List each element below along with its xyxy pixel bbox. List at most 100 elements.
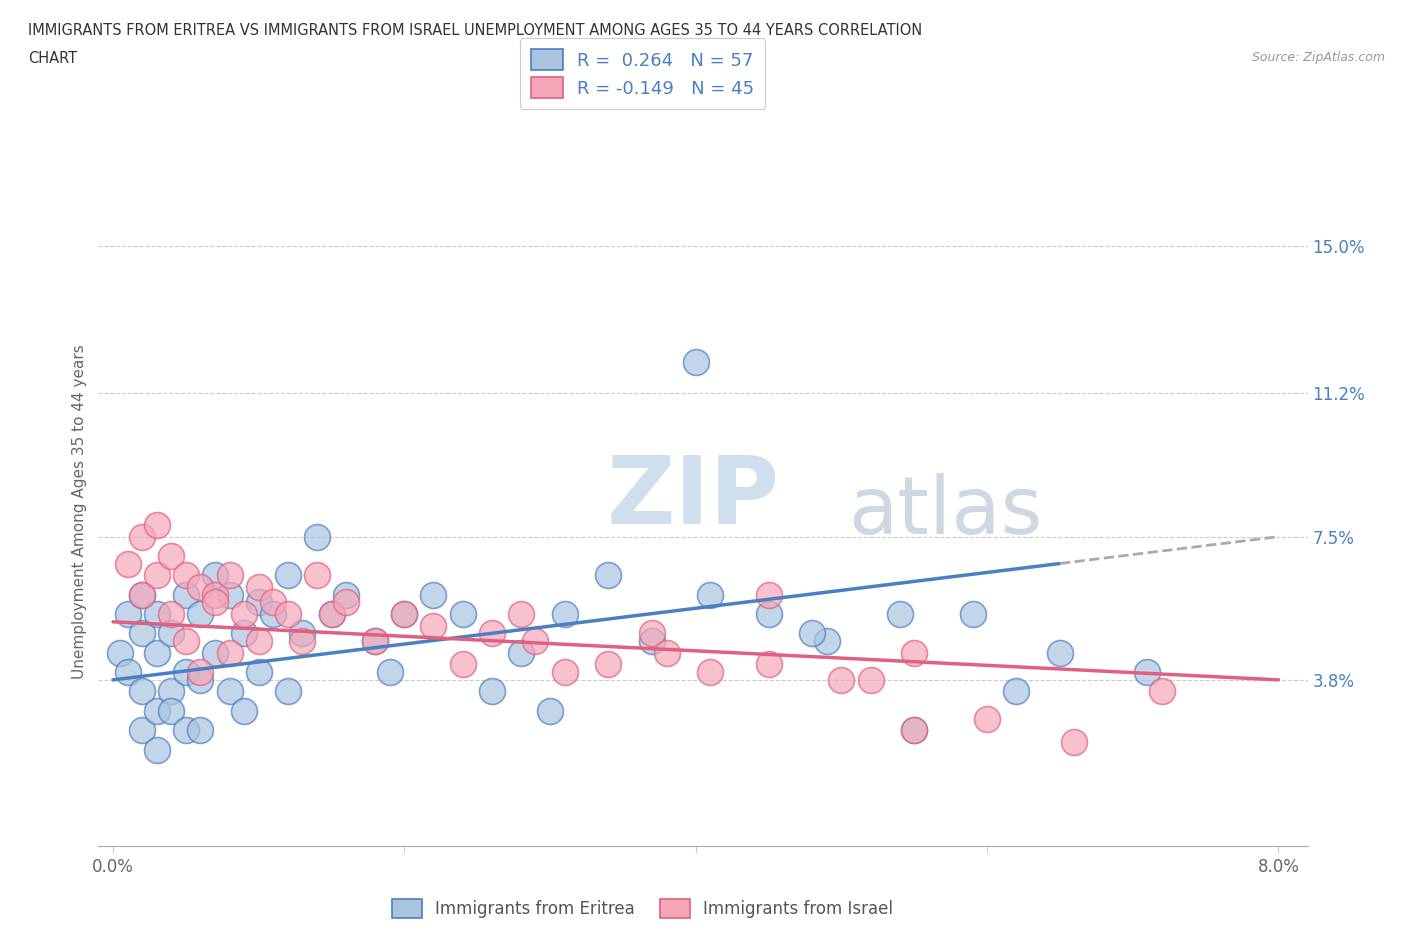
Point <box>160 549 183 564</box>
Point <box>204 587 226 602</box>
Point <box>758 587 780 602</box>
Point <box>321 606 343 621</box>
Point <box>554 665 576 680</box>
Point <box>262 606 284 621</box>
Point <box>335 595 357 610</box>
Legend: Immigrants from Eritrea, Immigrants from Israel: Immigrants from Eritrea, Immigrants from… <box>385 893 900 925</box>
Point <box>247 665 270 680</box>
Point <box>117 556 139 571</box>
Point <box>190 723 212 737</box>
Point <box>538 703 561 718</box>
Point <box>204 595 226 610</box>
Point <box>233 606 256 621</box>
Point <box>174 568 197 583</box>
Point <box>422 587 444 602</box>
Point <box>598 568 620 583</box>
Point <box>145 703 167 718</box>
Point <box>378 665 401 680</box>
Point <box>1063 735 1085 750</box>
Point <box>218 645 240 660</box>
Point <box>131 587 153 602</box>
Point <box>598 657 620 671</box>
Point <box>110 645 132 660</box>
Point <box>233 626 256 641</box>
Point <box>509 645 531 660</box>
Point <box>321 606 343 621</box>
Point <box>641 626 664 641</box>
Point <box>247 633 270 648</box>
Point <box>145 606 167 621</box>
Point <box>218 684 240 699</box>
Point <box>903 723 925 737</box>
Text: Source: ZipAtlas.com: Source: ZipAtlas.com <box>1251 51 1385 64</box>
Point <box>1005 684 1028 699</box>
Point <box>131 684 153 699</box>
Point <box>160 606 183 621</box>
Point <box>145 568 167 583</box>
Point <box>277 606 299 621</box>
Point <box>758 657 780 671</box>
Point <box>305 529 328 544</box>
Point <box>117 665 139 680</box>
Point <box>145 518 167 533</box>
Point <box>335 587 357 602</box>
Point <box>801 626 824 641</box>
Point <box>262 595 284 610</box>
Text: atlas: atlas <box>848 472 1042 551</box>
Point <box>117 606 139 621</box>
Point <box>160 626 183 641</box>
Point <box>364 633 387 648</box>
Point <box>641 633 664 648</box>
Point <box>394 606 416 621</box>
Point <box>758 606 780 621</box>
Point <box>204 568 226 583</box>
Point <box>277 568 299 583</box>
Point <box>218 587 240 602</box>
Point <box>962 606 984 621</box>
Point <box>174 633 197 648</box>
Y-axis label: Unemployment Among Ages 35 to 44 years: Unemployment Among Ages 35 to 44 years <box>72 344 87 679</box>
Point <box>451 606 474 621</box>
Point <box>859 672 882 687</box>
Point <box>190 579 212 594</box>
Text: ZIP: ZIP <box>606 452 779 544</box>
Point <box>903 645 925 660</box>
Point <box>233 703 256 718</box>
Text: IMMIGRANTS FROM ERITREA VS IMMIGRANTS FROM ISRAEL UNEMPLOYMENT AMONG AGES 35 TO : IMMIGRANTS FROM ERITREA VS IMMIGRANTS FR… <box>28 23 922 38</box>
Point <box>699 587 721 602</box>
Point <box>174 587 197 602</box>
Point <box>422 618 444 633</box>
Point <box>815 633 838 648</box>
Point <box>305 568 328 583</box>
Point <box>524 633 547 648</box>
Point <box>190 665 212 680</box>
Point <box>394 606 416 621</box>
Point <box>218 568 240 583</box>
Point <box>451 657 474 671</box>
Point <box>247 579 270 594</box>
Point <box>554 606 576 621</box>
Point <box>131 587 153 602</box>
Point <box>481 626 503 641</box>
Point <box>655 645 678 660</box>
Point <box>1150 684 1173 699</box>
Point <box>291 633 314 648</box>
Point <box>291 626 314 641</box>
Point <box>685 355 707 370</box>
Point <box>145 645 167 660</box>
Point <box>190 606 212 621</box>
Point <box>481 684 503 699</box>
Point <box>190 672 212 687</box>
Point <box>1049 645 1071 660</box>
Point <box>204 645 226 660</box>
Point <box>976 711 998 726</box>
Point <box>160 703 183 718</box>
Point <box>364 633 387 648</box>
Point <box>145 742 167 757</box>
Point <box>131 529 153 544</box>
Point <box>830 672 852 687</box>
Point <box>509 606 531 621</box>
Point <box>131 723 153 737</box>
Point <box>889 606 911 621</box>
Point <box>131 626 153 641</box>
